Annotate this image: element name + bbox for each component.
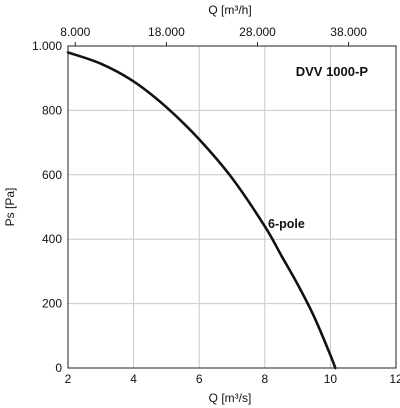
y-tick-label: 1.000	[32, 39, 62, 53]
x2-tick-label: 38.000	[330, 25, 367, 39]
plot-area	[68, 46, 396, 368]
y-tick-label: 0	[55, 361, 62, 375]
y-axis-label: Ps [Pa]	[3, 188, 17, 227]
x-tick-label: 8	[261, 372, 268, 386]
x2-tick-label: 18.000	[148, 25, 185, 39]
y-tick-label: 800	[42, 103, 62, 117]
y-tick-label: 600	[42, 168, 62, 182]
x-tick-label: 12	[389, 372, 400, 386]
x-tick-label: 6	[196, 372, 203, 386]
x2-tick-label: 28.000	[239, 25, 276, 39]
x-tick-label: 2	[65, 372, 72, 386]
x2-tick-label: 8.000	[60, 25, 90, 39]
x2-axis-label: Q [m³/h]	[208, 3, 251, 17]
x-tick-label: 4	[130, 372, 137, 386]
series-annotation: 6-pole	[268, 217, 305, 231]
x-axis-label: Q [m³/s]	[209, 391, 252, 405]
series-line-6-pole	[66, 51, 337, 370]
plot-border	[67, 45, 397, 369]
ticks: 2 4 6 8 10 12 8.000 18.000 28.000 38.000 0 200 400 60…	[32, 25, 400, 386]
chart-title: DVV 1000-P	[296, 64, 369, 79]
x-tick-label: 10	[324, 372, 338, 386]
y-tick-label: 400	[42, 232, 62, 246]
y-tick-label: 200	[42, 297, 62, 311]
